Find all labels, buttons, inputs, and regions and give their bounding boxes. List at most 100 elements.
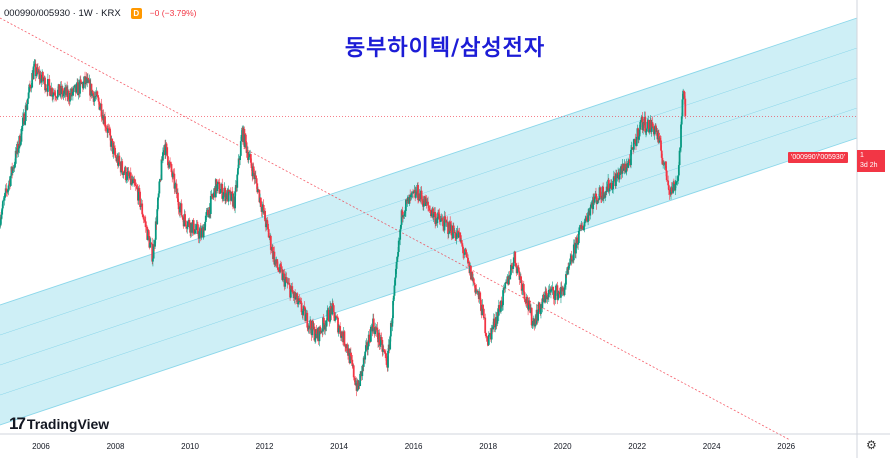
candle-body xyxy=(597,199,600,201)
candle-body xyxy=(670,187,673,192)
last-value: 1 xyxy=(860,152,864,159)
candle-body xyxy=(221,183,224,199)
candle-body xyxy=(427,201,429,206)
tradingview-logo[interactable]: 17 TradingView xyxy=(9,414,109,434)
candle-body xyxy=(489,333,492,334)
candle-body xyxy=(332,303,334,306)
candle-body xyxy=(195,223,198,230)
candle-body xyxy=(325,320,328,327)
candle-body xyxy=(24,105,27,122)
candle-body xyxy=(554,290,557,301)
candle-body xyxy=(93,96,96,102)
candle-body xyxy=(35,74,38,77)
candle-body xyxy=(79,79,82,82)
candle-body xyxy=(378,332,381,346)
candle-body xyxy=(181,215,184,218)
candle-body xyxy=(3,197,6,201)
candle-body xyxy=(219,192,221,194)
candle-body xyxy=(666,180,669,181)
candle-body xyxy=(450,225,453,236)
candle-body xyxy=(622,168,625,171)
candle-body xyxy=(137,188,140,201)
candle-body xyxy=(166,147,169,157)
candle-body xyxy=(124,167,127,181)
candle-body xyxy=(404,199,407,211)
candle-body xyxy=(58,84,61,96)
candle-body xyxy=(267,223,269,230)
candle-body xyxy=(300,302,303,313)
candle-body xyxy=(537,311,539,321)
candle-body xyxy=(395,261,398,269)
candle-body xyxy=(327,309,330,322)
candle-body xyxy=(681,99,684,117)
candle-body xyxy=(667,185,670,191)
candle-body xyxy=(324,325,327,330)
candle-body xyxy=(401,210,404,218)
candle-body xyxy=(326,310,329,321)
candle-body xyxy=(273,251,276,265)
candle-body xyxy=(447,233,450,235)
candle-body xyxy=(490,327,493,340)
candle-body xyxy=(157,197,159,210)
candle-body xyxy=(359,373,362,387)
candle-body xyxy=(512,266,514,269)
candle-body xyxy=(21,117,24,126)
candle-body xyxy=(552,290,555,299)
candle-body xyxy=(484,317,487,334)
candle-body xyxy=(296,293,299,304)
candle-body xyxy=(486,336,489,342)
candle-body xyxy=(595,193,597,197)
candle-body xyxy=(126,171,129,180)
candle-body xyxy=(441,218,444,221)
candle-body xyxy=(403,213,406,216)
candle-body xyxy=(303,306,306,308)
candle-body xyxy=(612,180,615,190)
candle-body xyxy=(610,182,613,190)
x-tick-label: 2014 xyxy=(330,442,348,451)
candle-body xyxy=(374,327,377,335)
candle-body xyxy=(596,200,599,204)
candle-body xyxy=(354,380,357,385)
candle-body xyxy=(577,242,580,245)
candle-body xyxy=(361,365,364,377)
candle-body xyxy=(94,95,97,97)
candle-body xyxy=(429,210,432,217)
gear-icon[interactable]: ⚙ xyxy=(866,438,877,452)
candle-body xyxy=(286,281,289,284)
candle-body xyxy=(526,296,529,306)
candle-body xyxy=(445,219,447,223)
candle-body xyxy=(515,263,517,266)
candle-body xyxy=(184,220,187,227)
candle-body xyxy=(19,135,21,146)
candle-body xyxy=(517,267,520,272)
candle-body xyxy=(570,255,573,262)
candle-body xyxy=(186,226,189,229)
candle-body xyxy=(584,218,587,222)
candle-body xyxy=(192,220,195,234)
candle-body xyxy=(669,194,672,195)
candle-body xyxy=(510,264,513,267)
candle-body xyxy=(564,284,567,288)
candle-body xyxy=(149,242,151,248)
candle-body xyxy=(282,273,285,274)
candle-body xyxy=(644,117,647,133)
candle-body xyxy=(632,139,635,150)
candle-body xyxy=(16,144,19,153)
candle-body xyxy=(532,320,534,325)
candle-body xyxy=(592,197,595,210)
candle-body xyxy=(672,182,675,193)
candle-body xyxy=(322,317,324,332)
candle-body xyxy=(177,192,179,203)
candle-body xyxy=(46,79,49,92)
candle-body xyxy=(556,285,559,300)
candle-body xyxy=(550,289,552,293)
candle-body xyxy=(49,85,51,96)
candle-body xyxy=(227,189,230,202)
candle-body xyxy=(611,189,614,190)
candle-body xyxy=(571,259,574,262)
symbol-label[interactable]: 000990/005930 · 1W · KRX xyxy=(4,7,121,19)
candle-body xyxy=(466,257,469,258)
candle-body xyxy=(655,125,657,132)
